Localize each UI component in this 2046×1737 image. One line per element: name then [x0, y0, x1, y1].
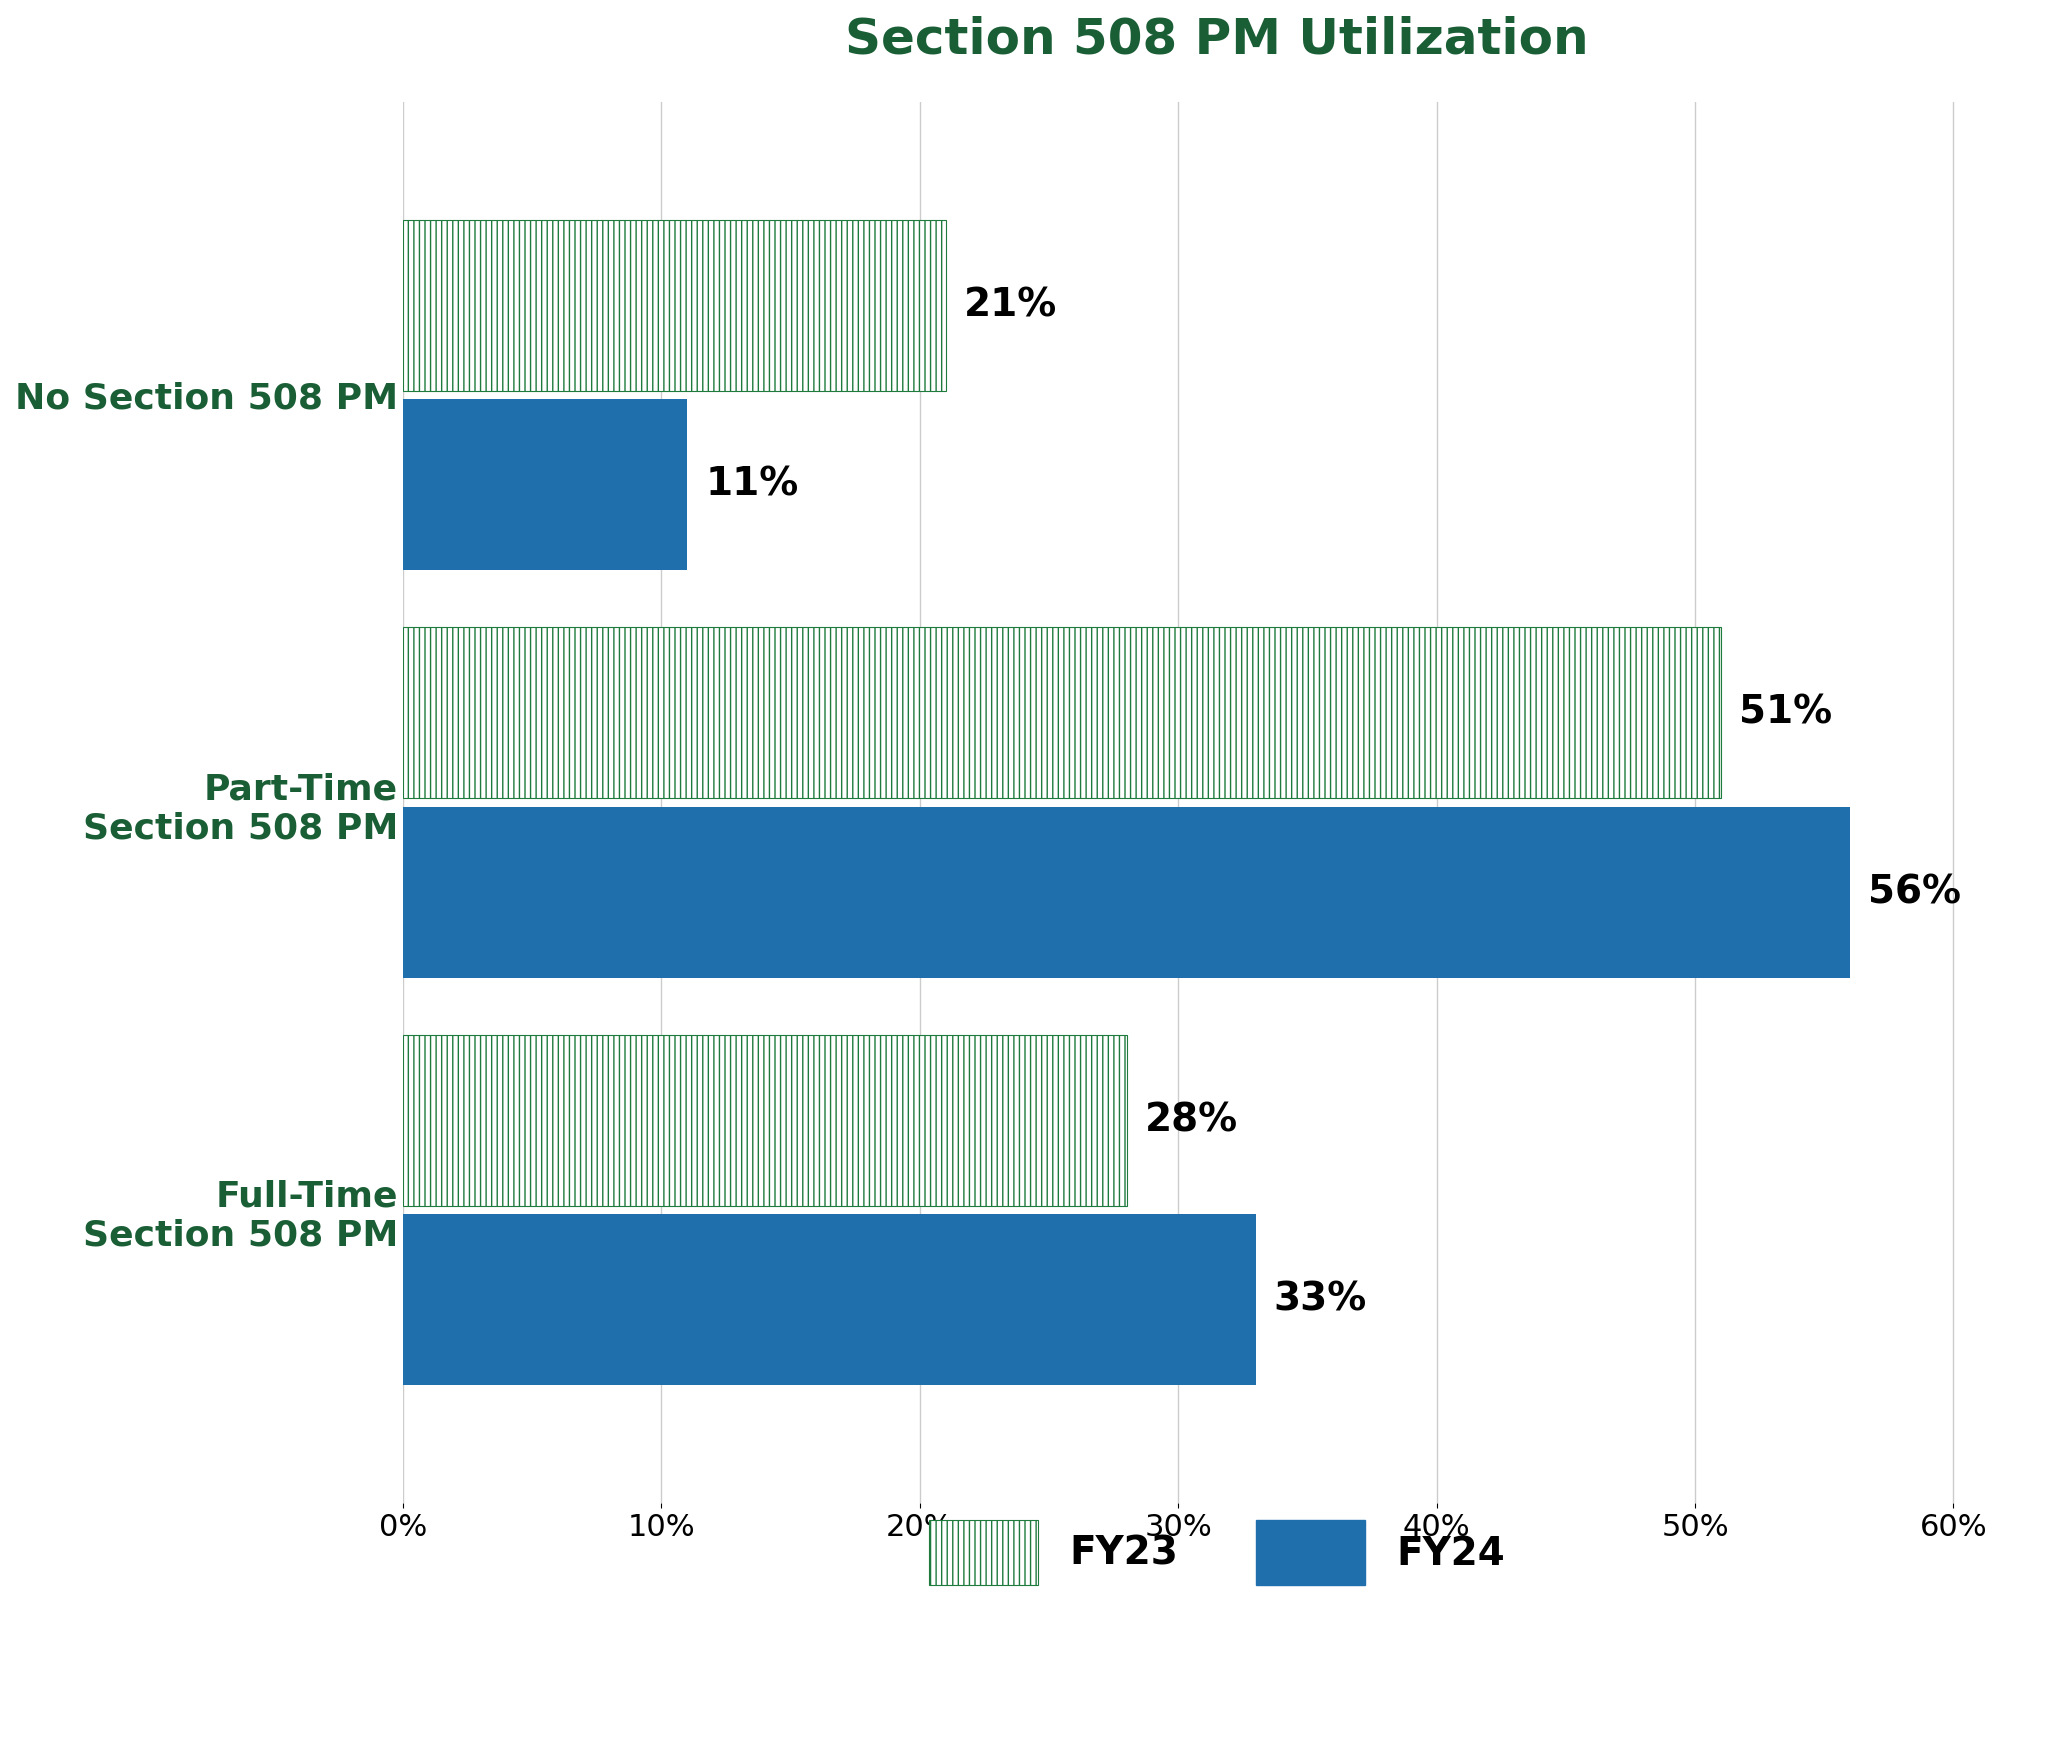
Bar [403, 400, 687, 570]
Bar [403, 221, 945, 391]
Text: 51%: 51% [1739, 693, 1831, 731]
Text: 28%: 28% [1144, 1101, 1238, 1139]
Text: 56%: 56% [1868, 874, 1962, 912]
Legend: FY23, FY24: FY23, FY24 [890, 1482, 1543, 1624]
Bar [403, 627, 1721, 799]
Bar [403, 1214, 1256, 1386]
Text: 11%: 11% [706, 466, 798, 504]
Text: 21%: 21% [964, 287, 1058, 325]
Bar [403, 806, 1850, 978]
Title: Section 508 PM Utilization: Section 508 PM Utilization [845, 16, 1590, 63]
Text: 33%: 33% [1275, 1280, 1367, 1318]
Bar [403, 1035, 1127, 1205]
